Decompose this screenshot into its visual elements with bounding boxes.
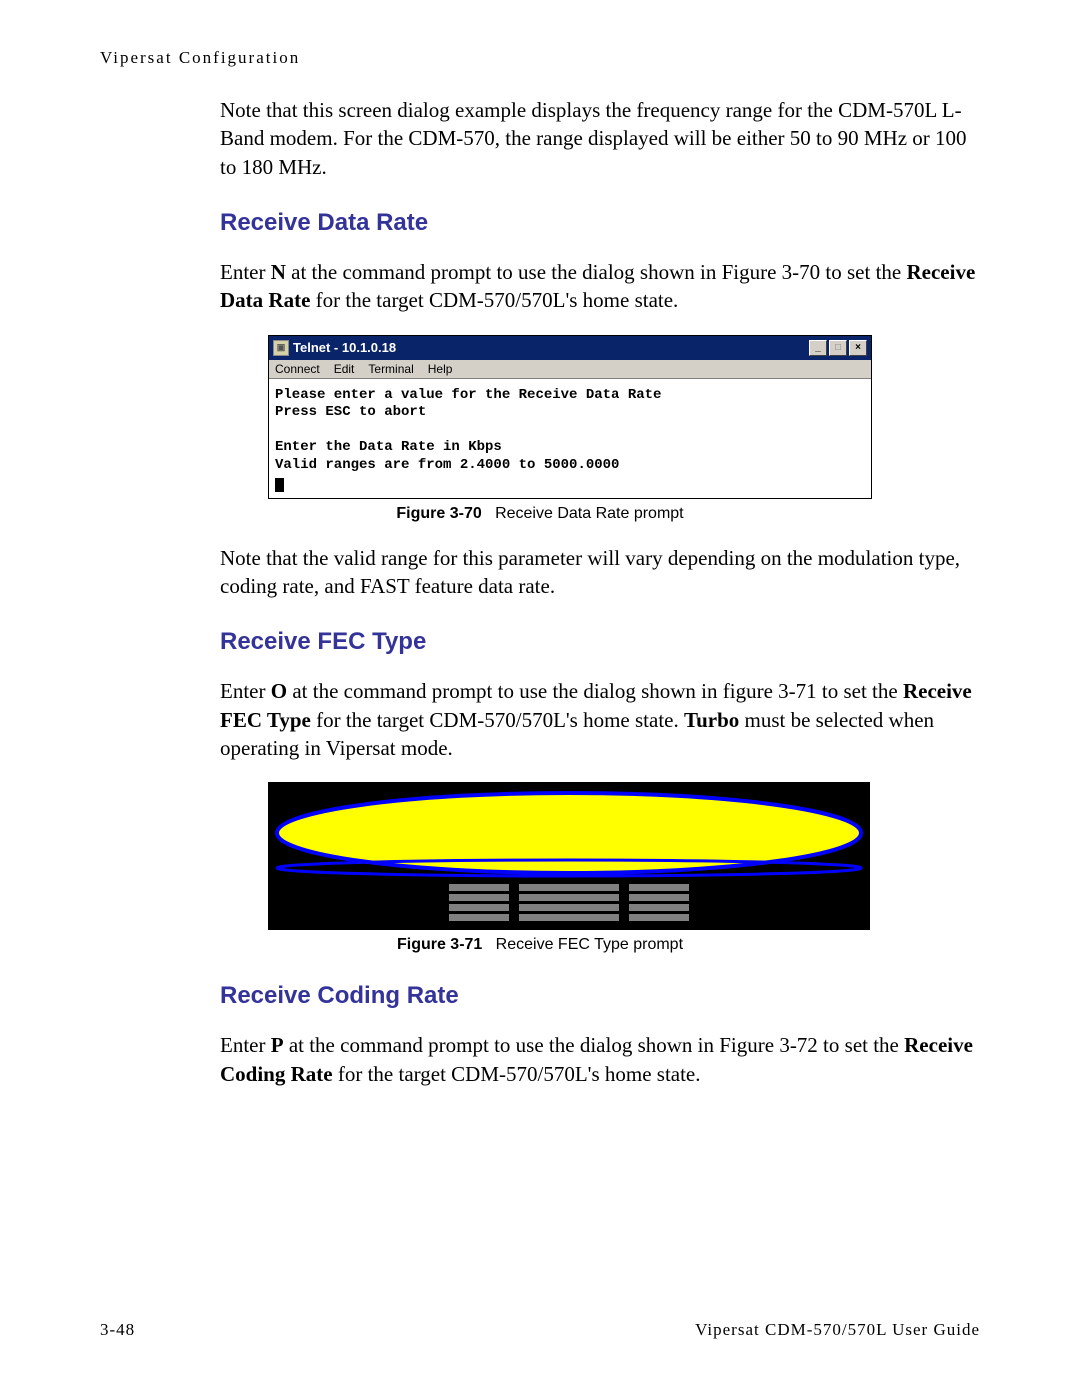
term-line: Valid ranges are from 2.4000 to 5000.000…: [275, 457, 619, 473]
telnet-window: ▣ Telnet - 10.1.0.18 _ □ × Connect Edit …: [268, 335, 872, 499]
window-titlebar: ▣ Telnet - 10.1.0.18 _ □ ×: [269, 336, 871, 360]
titlebar-left: ▣ Telnet - 10.1.0.18: [273, 340, 396, 356]
window-menubar: Connect Edit Terminal Help: [269, 360, 871, 379]
text: at the command prompt to use the dialog …: [287, 679, 903, 703]
stack-graphic: [449, 884, 689, 921]
stack-row: [449, 894, 689, 901]
menu-connect[interactable]: Connect: [275, 362, 320, 376]
menu-terminal[interactable]: Terminal: [368, 362, 413, 376]
stack-row: [449, 884, 689, 891]
term-line: Please enter a value for the Receive Dat…: [275, 387, 661, 403]
cursor-icon: [275, 478, 284, 492]
fec-type-figure: [268, 782, 870, 930]
page-number: 3-48: [100, 1320, 135, 1340]
note-receive-data-rate: Note that the valid range for this param…: [220, 544, 980, 601]
window-buttons: _ □ ×: [809, 340, 867, 356]
heading-receive-coding-rate: Receive Coding Rate: [220, 982, 980, 1010]
text: for the target CDM-570/570L's home state…: [333, 1062, 701, 1086]
minimize-button[interactable]: _: [809, 340, 827, 356]
figure-caption-3-71: Figure 3-71 Receive FEC Type prompt: [100, 936, 980, 954]
figure-text: Receive Data Rate prompt: [495, 505, 684, 522]
page-footer: 3-48 Vipersat CDM-570/570L User Guide: [100, 1320, 980, 1340]
key-o: O: [271, 679, 287, 703]
terminal-body: Please enter a value for the Receive Dat…: [269, 379, 871, 498]
text: Enter: [220, 1033, 271, 1057]
term-turbo: Turbo: [684, 708, 739, 732]
key-p: P: [271, 1033, 284, 1057]
term-line: Enter the Data Rate in Kbps: [275, 439, 502, 455]
menu-help[interactable]: Help: [428, 362, 453, 376]
stack-row: [449, 914, 689, 921]
para-receive-coding-rate: Enter P at the command prompt to use the…: [220, 1031, 980, 1088]
term-line: Press ESC to abort: [275, 404, 426, 420]
text: Enter: [220, 679, 271, 703]
text: at the command prompt to use the dialog …: [286, 260, 907, 284]
maximize-button[interactable]: □: [829, 340, 847, 356]
close-button[interactable]: ×: [849, 340, 867, 356]
para-receive-data-rate: Enter N at the command prompt to use the…: [220, 258, 980, 315]
menu-edit[interactable]: Edit: [334, 362, 355, 376]
text: for the target CDM-570/570L's home state…: [311, 708, 684, 732]
figure-label: Figure 3-70: [396, 505, 481, 522]
text: Enter: [220, 260, 271, 284]
figure-caption-3-70: Figure 3-70 Receive Data Rate prompt: [100, 505, 980, 523]
running-head: Vipersat Configuration: [100, 48, 980, 68]
ellipse-graphic: [274, 788, 864, 878]
heading-receive-data-rate: Receive Data Rate: [220, 209, 980, 237]
key-n: N: [271, 260, 286, 284]
telnet-icon: ▣: [273, 340, 289, 356]
figure-text: Receive FEC Type prompt: [496, 936, 683, 953]
heading-receive-fec-type: Receive FEC Type: [220, 628, 980, 656]
text: at the command prompt to use the dialog …: [284, 1033, 905, 1057]
window-title: Telnet - 10.1.0.18: [293, 340, 396, 355]
figure-label: Figure 3-71: [397, 936, 482, 953]
text: for the target CDM-570/570L's home state…: [310, 288, 678, 312]
footer-title: Vipersat CDM-570/570L User Guide: [695, 1320, 980, 1340]
para-receive-fec-type: Enter O at the command prompt to use the…: [220, 677, 980, 762]
intro-paragraph: Note that this screen dialog example dis…: [220, 96, 980, 181]
stack-row: [449, 904, 689, 911]
